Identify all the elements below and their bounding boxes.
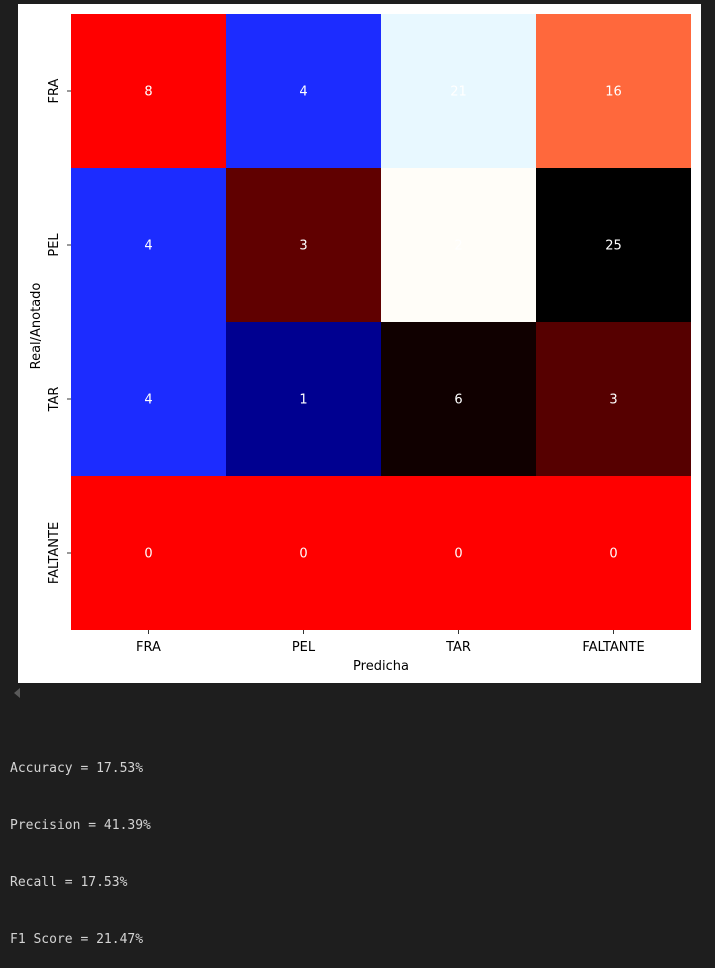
heatmap-cell	[71, 168, 226, 322]
cell-value-label: 0	[609, 547, 617, 562]
output-line-f1: F1 Score = 21.47%	[10, 932, 144, 947]
cell-value-label: 1	[299, 393, 307, 408]
cell-value-label: 0	[299, 547, 307, 562]
x-tick-label: FRA	[136, 640, 161, 655]
heatmap-cell	[536, 476, 691, 630]
cell-value-label: 0	[144, 547, 152, 562]
y-tick-label: FRA	[47, 78, 62, 103]
x-tick-label: TAR	[445, 640, 471, 655]
x-tick-label: PEL	[292, 640, 316, 655]
heatmap-cell	[381, 168, 536, 322]
heatmap-cell	[381, 322, 536, 476]
cell-value-label: 4	[299, 85, 307, 100]
cell-value-label: 4	[144, 239, 152, 254]
heatmap-cell	[226, 168, 381, 322]
output-line-precision: Precision = 41.39%	[10, 818, 151, 833]
heatmap-cell	[71, 14, 226, 168]
output-line-accuracy: Accuracy = 17.53%	[10, 761, 144, 776]
y-tick-label: PEL	[47, 233, 62, 257]
cell-value-label: 21	[450, 85, 467, 100]
cell-value-label: 25	[605, 239, 622, 254]
cell-value-label: 6	[454, 393, 462, 408]
heatmap-cell	[536, 322, 691, 476]
cell-value-label: 3	[299, 239, 307, 254]
heatmap-cell	[71, 322, 226, 476]
confusion-matrix-heatmap: 8 4 21 164 3 2 254 1 6 30 0 0 0 FRA PEL TAR FALTANTE FR…	[29, 14, 691, 674]
y-tick-label: FALTANTE	[47, 522, 62, 584]
heatmap-cell	[536, 14, 691, 168]
cell-value-label: 0	[454, 547, 462, 562]
heatmap-cell	[381, 14, 536, 168]
y-tick-label: TAR	[47, 387, 62, 413]
confusion-matrix-figure: 8 4 21 16 4 3 2 25 4 1 6 3 0 0 0 0 FRA PEL TAR FALTANTE FR…	[18, 4, 701, 683]
heatmap-cell	[226, 476, 381, 630]
cell-value-label: 4	[144, 393, 152, 408]
heatmap-cell	[226, 14, 381, 168]
heatmap-cell	[71, 476, 226, 630]
y-axis-label: Real/Anotado	[29, 283, 44, 370]
output-line-recall: Recall = 17.53%	[10, 875, 128, 890]
cell-value-label: 3	[609, 393, 617, 408]
collapse-arrow-icon[interactable]	[14, 688, 20, 698]
heatmap-cell	[536, 168, 691, 322]
cell-value-label: 8	[144, 85, 152, 100]
heatmap-cell	[381, 476, 536, 630]
cell-output: Accuracy = 17.53% Precision = 41.39% Rec…	[10, 721, 151, 968]
x-axis-label: Predicha	[353, 659, 409, 674]
heatmap-cell	[226, 322, 381, 476]
cell-value-label: 2	[454, 239, 462, 254]
x-tick-label: FALTANTE	[582, 640, 644, 655]
cell-value-label: 16	[605, 85, 622, 100]
